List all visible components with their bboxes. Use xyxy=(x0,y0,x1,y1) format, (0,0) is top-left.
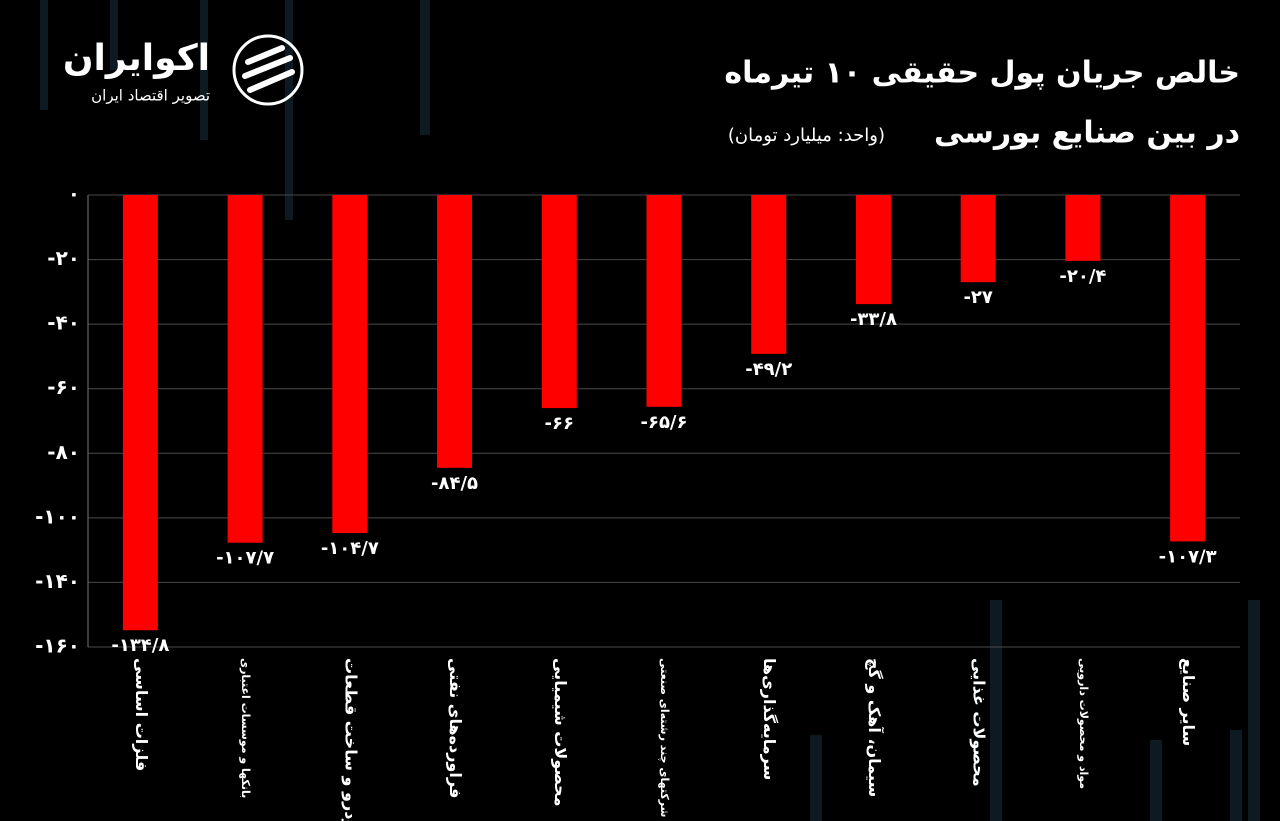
value-label: -۳۳/۸ xyxy=(850,309,897,330)
value-label: -۱۰۴/۷ xyxy=(321,538,379,559)
value-label: -۲۰/۴ xyxy=(1059,266,1106,287)
x-tick-label: سرمایه‌گذاری‌ها xyxy=(760,658,779,780)
bar xyxy=(1170,195,1206,542)
value-label: -۲۷ xyxy=(963,287,992,308)
y-tick-label: -۱۶۰ xyxy=(35,634,80,658)
x-tick-label: محصولات شیمیایی xyxy=(551,658,570,807)
value-label: -۶۶ xyxy=(545,413,574,434)
value-label: -۴۹/۲ xyxy=(745,359,792,380)
value-label: -۱۳۴/۸ xyxy=(111,635,169,656)
decor xyxy=(40,0,1260,821)
x-tick-label: بانکها و موسسات اعتباری xyxy=(239,658,252,798)
y-tick-label: -۸۰ xyxy=(47,440,80,464)
bar xyxy=(1065,195,1101,261)
bar xyxy=(122,195,158,631)
logo-icon xyxy=(232,34,304,106)
y-tick-label: -۱۴۰ xyxy=(35,569,80,593)
x-tick-label: سیمان، آهک و گچ xyxy=(865,658,885,797)
x-tick-label: فلزات اساسی xyxy=(132,658,151,771)
bar xyxy=(227,195,263,543)
bar xyxy=(541,195,577,409)
y-tick-label: -۶۰ xyxy=(47,375,80,399)
value-label: -۸۴/۵ xyxy=(431,473,478,494)
y-tick-label: -۲۰ xyxy=(47,246,80,270)
bar xyxy=(646,195,682,407)
x-tick-label: شرکتهای چند رشته‌ای صنعتی xyxy=(658,658,671,817)
unit-label: (واحد: میلیارد تومان) xyxy=(728,125,885,146)
chart-subtitle: در بین صنایع بورسی xyxy=(934,116,1240,151)
x-tick-label: سایر صنایع xyxy=(1179,658,1198,746)
logo: اکوایران تصویر اقتصاد ایران xyxy=(63,34,304,106)
logo-icon xyxy=(242,45,295,93)
x-tick-label: محصولات غذایی xyxy=(970,658,989,787)
chart-title: خالص جریان پول حقیقی ۱۰ تیرماه xyxy=(724,56,1240,91)
value-label: -۱۰۷/۳ xyxy=(1159,546,1217,567)
x-tick-label: مواد و محصولات دارویی xyxy=(1077,658,1090,789)
value-label: -۶۵/۶ xyxy=(640,412,687,433)
value-label: -۱۰۷/۷ xyxy=(216,548,274,569)
bar xyxy=(437,195,473,468)
bar xyxy=(960,195,996,283)
logo-name: اکوایران xyxy=(63,38,210,79)
x-tick-label: خودرو و ساخت قطعات xyxy=(341,658,360,821)
y-tick-label: ۰ xyxy=(68,182,80,206)
bar xyxy=(332,195,368,534)
logo-tagline: تصویر اقتصاد ایران xyxy=(91,87,210,105)
bar xyxy=(751,195,787,354)
y-tick-label: -۴۰ xyxy=(47,311,80,335)
x-tick-label: فراورده‌های نفتی xyxy=(446,658,465,798)
bar xyxy=(855,195,891,305)
y-tick-label: -۱۰۰ xyxy=(35,504,80,528)
